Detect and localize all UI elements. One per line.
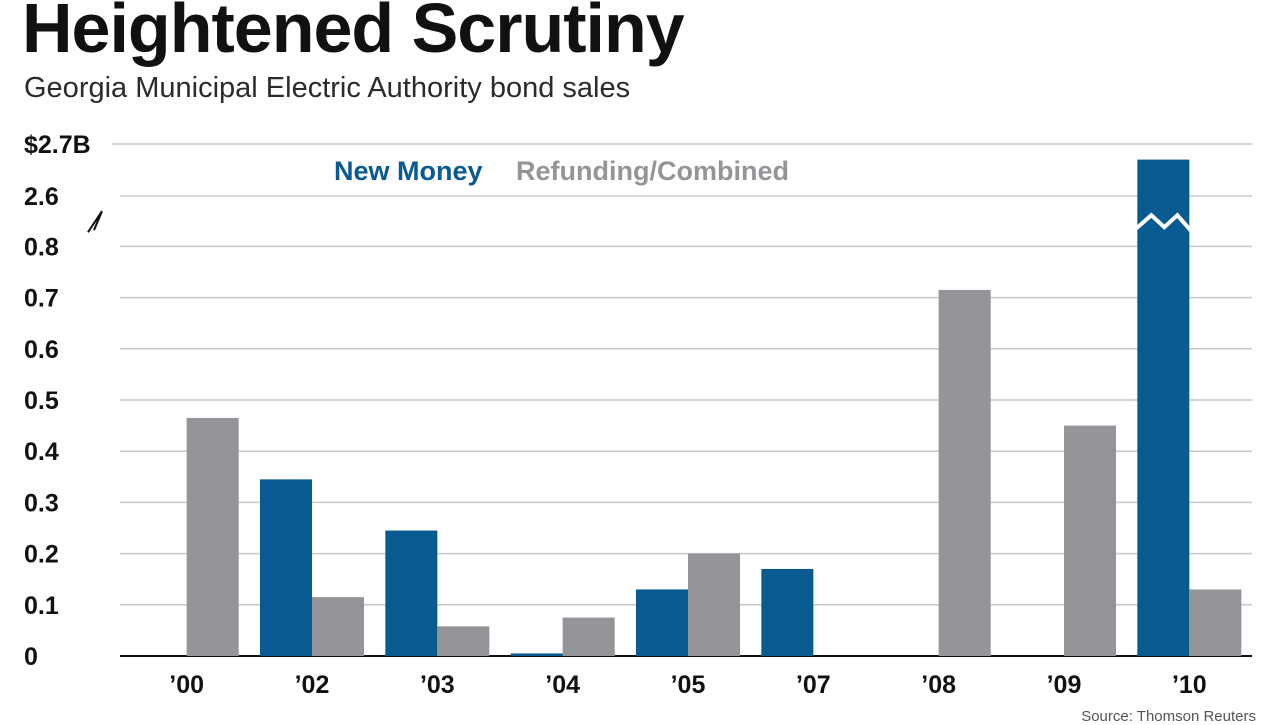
bars [186, 159, 1242, 656]
x-tick-label-05: ’05 [671, 671, 706, 699]
bar-break-mark [1134, 212, 1193, 233]
y-axis-break-mark [87, 210, 103, 233]
bar-refunding-combined-05 [688, 553, 740, 656]
y-tick-label-0-5: 0.5 [24, 387, 59, 415]
x-tick-label-10: ’10 [1172, 671, 1207, 699]
bar-refunding-combined-10 [1189, 589, 1242, 656]
bar-new-money-03 [385, 530, 438, 656]
x-tick-label-08: ’08 [921, 671, 956, 699]
source-credit: Source: Thomson Reuters [1081, 708, 1256, 725]
y-axis-ticks: 0 0.1 0.2 0.3 0.4 0.5 0.6 0.7 0.8 2.6 $2.7B [24, 131, 91, 671]
legend-refunding-combined: Refunding/Combined [516, 156, 789, 186]
bar-new-money-07 [761, 568, 814, 656]
y-tick-label-0-3: 0.3 [24, 489, 59, 517]
bar-new-money-05 [636, 589, 688, 656]
bar-refunding-combined-08 [938, 289, 991, 656]
bar-new-money-10 [1137, 159, 1190, 656]
x-axis-ticks: ’00 ’02 ’03 ’04 ’05 ’07 ’08 ’09 ’10 [169, 671, 1206, 699]
y-tick-label-0-1: 0.1 [24, 592, 59, 620]
y-tick-label-2-6: 2.6 [24, 183, 59, 211]
x-tick-label-00: ’00 [169, 671, 204, 699]
y-tick-label-0: 0 [24, 643, 38, 671]
y-tick-label-0-7: 0.7 [24, 285, 59, 313]
chart-title: Heightened Scrutiny [22, 0, 685, 67]
bar-refunding-combined-03 [437, 626, 490, 656]
x-tick-label-03: ’03 [420, 671, 455, 699]
bar-new-money-04 [510, 653, 563, 656]
y-tick-label-2-7b: $2.7B [24, 131, 91, 159]
bar-refunding-combined-04 [562, 617, 615, 656]
bar-refunding-combined-02 [312, 597, 364, 656]
y-tick-label-0-6: 0.6 [24, 336, 59, 364]
bar-refunding-combined-09 [1064, 425, 1116, 656]
bar-refunding-combined-00 [186, 417, 239, 656]
axis-break-marks [87, 210, 1193, 233]
x-tick-label-04: ’04 [545, 671, 580, 699]
legend: New Money Refunding/Combined [334, 156, 789, 186]
chart-subtitle: Georgia Municipal Electric Authority bon… [24, 72, 631, 104]
x-tick-label-09: ’09 [1047, 671, 1082, 699]
bar-new-money-02 [260, 479, 312, 656]
y-tick-label-0-4: 0.4 [24, 438, 59, 466]
y-tick-label-0-8: 0.8 [24, 233, 59, 261]
x-tick-label-07: ’07 [796, 671, 831, 699]
x-tick-label-02: ’02 [295, 671, 330, 699]
legend-new-money: New Money [334, 156, 483, 186]
y-tick-label-0-2: 0.2 [24, 541, 59, 569]
